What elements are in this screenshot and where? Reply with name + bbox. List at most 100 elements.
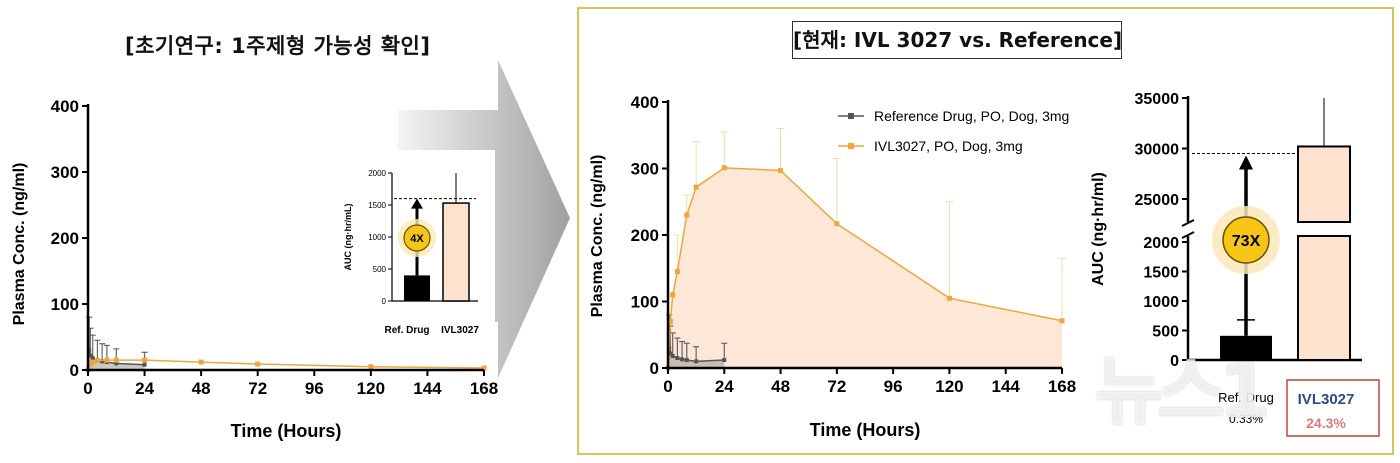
x-tick-label: 48 (192, 379, 211, 398)
news1-watermark: 뉴스1 (1095, 349, 1271, 435)
x-axis-title: Time (Hours) (810, 420, 921, 440)
x-tick-label: 144 (992, 377, 1021, 396)
y-tick-label: 0 (70, 361, 79, 380)
inset-y-tick-label: 0 (382, 297, 387, 306)
ivl-point (104, 357, 110, 363)
y-axis-title: Plasma Conc. (ng/ml) (589, 155, 606, 318)
x-tick-label: 72 (248, 379, 267, 398)
ivl-point (90, 359, 96, 365)
y-tick-label: 100 (51, 295, 79, 314)
inset-y-tick-label: 1000 (368, 233, 386, 242)
bar-ivl-lower (1297, 235, 1351, 361)
ref-area (88, 350, 145, 370)
ref-area (668, 348, 725, 368)
ivl-point (87, 362, 93, 368)
ivl-point (142, 357, 148, 363)
ref-point (670, 354, 675, 359)
y-tick-label: 200 (51, 229, 79, 248)
y-tick-label: 300 (51, 163, 79, 182)
ref-point (675, 356, 680, 361)
x-tick-label: 24 (135, 379, 154, 398)
ivl-point (834, 221, 840, 227)
y-tick-label: 30000 (1135, 142, 1180, 159)
inset-badge-label: 4X (410, 233, 424, 245)
x-tick-label: 168 (1048, 377, 1076, 396)
x-tick-label: 96 (884, 377, 903, 396)
x-tick-label: IVL3027 (1298, 391, 1355, 408)
y-tick-label: 400 (51, 97, 79, 116)
inset-y-tick-label: 2000 (368, 169, 386, 178)
x-tick-label: 24 (715, 377, 734, 396)
axis-break-mark (1181, 219, 1195, 227)
x-axis-title: Time (Hours) (231, 421, 342, 441)
y-tick-label: 400 (631, 93, 659, 112)
ivl-point (481, 365, 487, 371)
ivl-point (946, 295, 952, 301)
ivl-point (113, 357, 119, 363)
highlight-box (1286, 379, 1380, 437)
y-tick-label: 1000 (1143, 294, 1179, 311)
ref-point (680, 357, 685, 362)
ivl-point (670, 292, 676, 298)
y-tick-label: 35000 (1135, 91, 1180, 108)
ivl-point (94, 358, 100, 364)
bar-ref (1220, 335, 1272, 360)
ivl-point (368, 364, 374, 370)
ivl-point (1059, 318, 1065, 324)
ivl-point (667, 318, 673, 324)
right-panel-title: [현재: IVL 3027 vs. Reference] (792, 21, 1122, 59)
x-tick-label: 0 (663, 377, 672, 396)
y-tick-label: 0 (650, 359, 659, 378)
inset-bar-ref (404, 275, 430, 301)
legend-label: Reference Drug, PO, Dog, 3mg (874, 108, 1069, 124)
x-tick-label: 144 (413, 379, 442, 398)
y-tick-label: 100 (631, 293, 659, 312)
y-tick-label: 0 (1170, 353, 1179, 370)
inset-badge (403, 224, 431, 252)
ivl-auc-area (668, 167, 1062, 368)
fold-arrow-head (1239, 155, 1253, 170)
percent-label: 24.3% (1306, 415, 1346, 431)
x-tick-label: 120 (357, 379, 385, 398)
ivl-point (684, 212, 690, 218)
inset-x-tick-label: IVL3027 (441, 325, 479, 336)
inset-fold-arrow-head (411, 198, 423, 209)
y-tick-label: 200 (631, 226, 659, 245)
ref-point (100, 359, 105, 364)
badge (1222, 216, 1270, 264)
ref-point (90, 356, 95, 361)
y-tick-label: 300 (631, 160, 659, 179)
x-tick-label: 96 (305, 379, 324, 398)
bar-ivl-upper (1297, 145, 1351, 223)
ref-point (684, 358, 689, 363)
left-panel-title: [초기연구: 1주제형 가능성 확인] (125, 34, 431, 58)
ref-point (114, 361, 119, 366)
inset-y-tick-label: 1500 (368, 201, 386, 210)
inset-y-tick-label: 500 (373, 265, 387, 274)
x-tick-label: Ref. Drug (1218, 390, 1274, 405)
x-tick-label: 0 (83, 379, 92, 398)
axis-break-mark (1181, 231, 1195, 239)
ivl-point (674, 269, 680, 275)
ref-point (668, 351, 673, 356)
legend-swatch-marker (848, 143, 854, 149)
y-axis-title: Plasma Conc. (ng/ml) (11, 163, 28, 326)
legend-swatch-marker (848, 113, 854, 119)
ivl-point (721, 165, 727, 171)
ref-point (722, 358, 727, 363)
inset-bar-ivl (442, 202, 470, 302)
y-axis-title: AUC (ng·hr/ml) (1090, 172, 1107, 286)
y-tick-label: 500 (1152, 324, 1179, 341)
y-tick-label: 1500 (1143, 265, 1179, 282)
x-tick-label: 120 (935, 377, 963, 396)
inset-y-axis-title: AUC (ng·hr/mL) (343, 204, 353, 271)
x-tick-label: 168 (470, 379, 498, 398)
inset-x-tick-label: Ref. Drug (385, 325, 430, 336)
legend-label: IVL3027, PO, Dog, 3mg (874, 138, 1023, 154)
x-tick-label: 48 (771, 377, 790, 396)
y-tick-label: 2000 (1143, 235, 1179, 252)
x-tick-label: 72 (827, 377, 846, 396)
ref-point (142, 362, 147, 367)
